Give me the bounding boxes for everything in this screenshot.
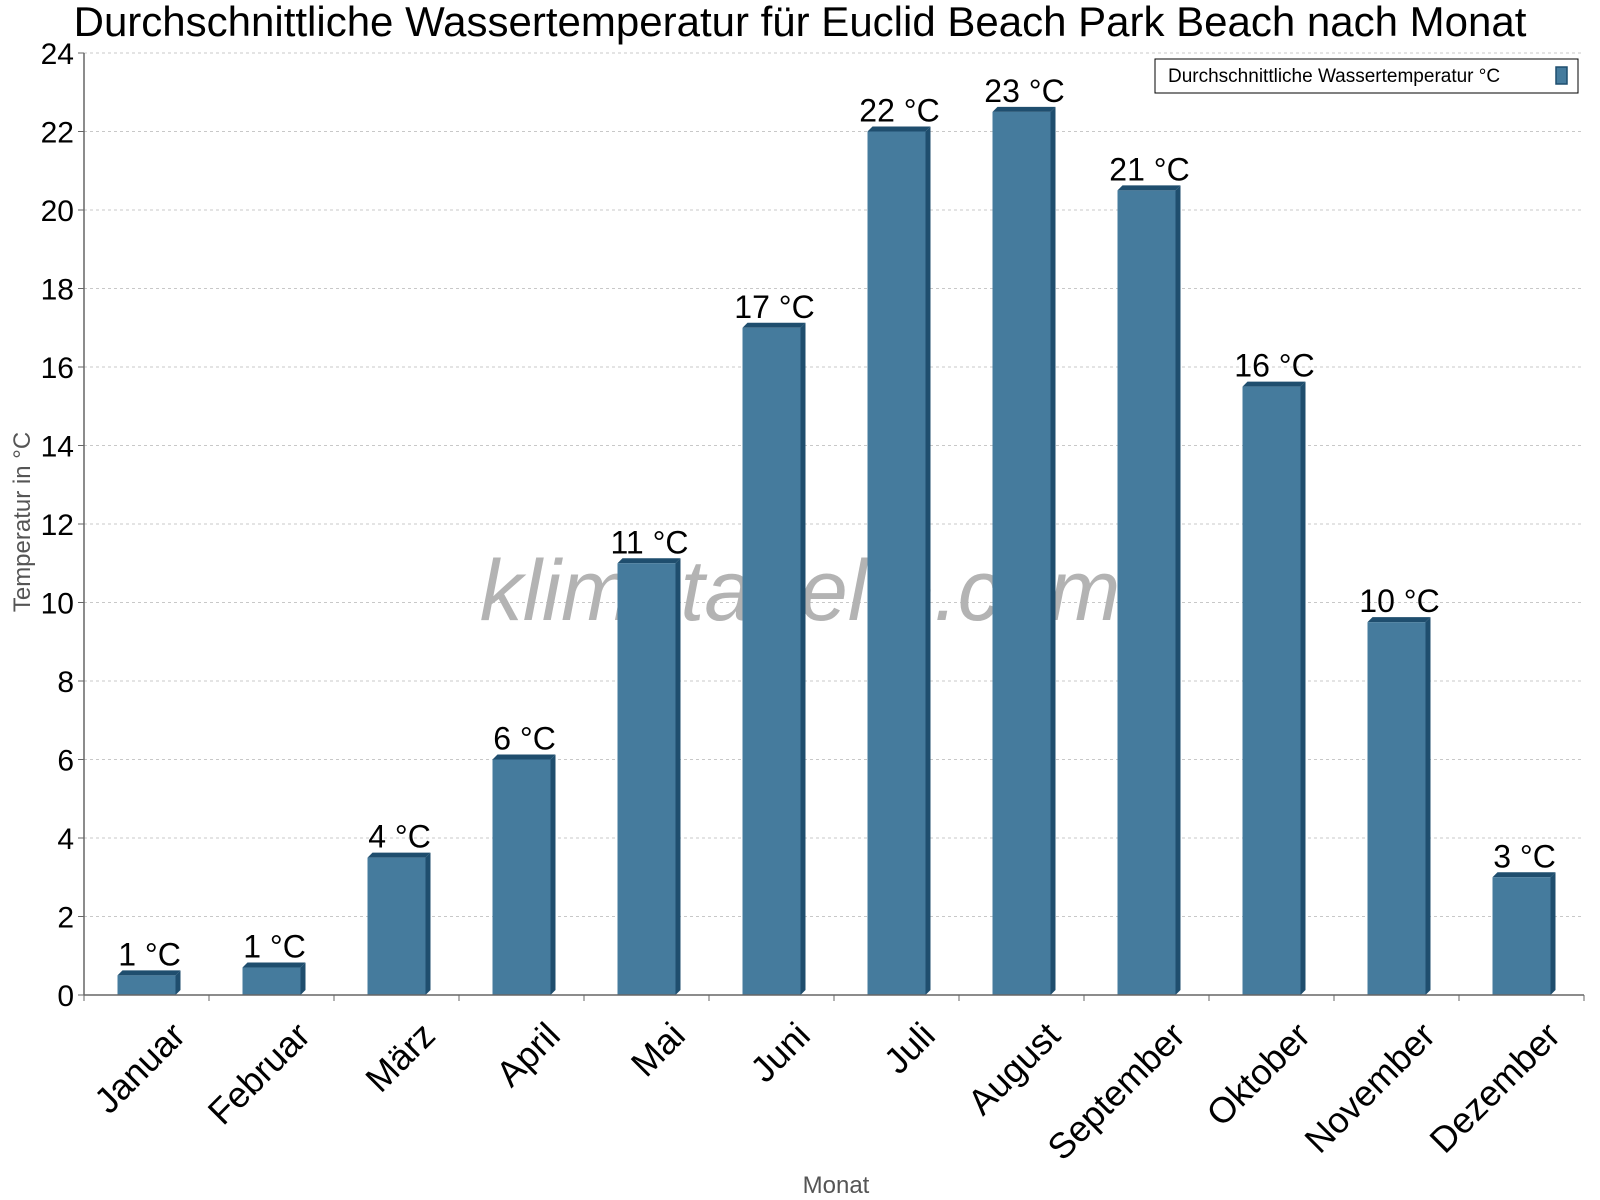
x-category-label: März	[357, 1014, 443, 1100]
chart-title: Durchschnittliche Wassertemperatur für E…	[74, 0, 1527, 45]
bar-front	[992, 111, 1051, 995]
x-axis-label: Monat	[803, 1172, 870, 1199]
y-tick-label: 8	[57, 666, 74, 699]
bar	[617, 558, 681, 995]
bar-front	[617, 563, 676, 995]
data-labels: 1 °C 1 °C 4 °C 6 °C 11 °C 17 °C 22 °C 23 °C 21 °…	[118, 73, 1556, 973]
bar-side	[550, 754, 556, 995]
data-label: 17 °C	[734, 289, 814, 325]
y-tick-label: 20	[41, 195, 74, 228]
bar-top	[1492, 872, 1556, 878]
x-category-label: Mai	[623, 1014, 693, 1084]
x-category-label: Dezember	[1421, 1014, 1567, 1160]
data-label: 21 °C	[1109, 151, 1189, 187]
x-category-label: August	[960, 1014, 1068, 1122]
y-tick-label: 16	[41, 352, 74, 385]
x-category-label: Oktober	[1198, 1014, 1318, 1134]
x-category-label: November	[1296, 1014, 1442, 1160]
bar-top	[1117, 185, 1181, 191]
bar-top	[992, 106, 1056, 112]
data-label: 6 °C	[493, 721, 556, 757]
bar	[117, 970, 181, 995]
x-category-label: Juni	[742, 1014, 818, 1090]
data-label: 1 °C	[243, 929, 306, 965]
bar-side	[425, 852, 431, 995]
bar	[1242, 381, 1306, 995]
legend-swatch	[1555, 66, 1568, 85]
bar-side	[925, 126, 931, 995]
bar-top	[867, 126, 931, 132]
bar	[492, 754, 556, 995]
y-axis-label: Temperatur in °C	[9, 432, 36, 612]
bar	[1117, 185, 1181, 995]
grid-lines	[84, 52, 1584, 917]
bar-side	[300, 962, 306, 995]
bar-front	[242, 967, 301, 995]
bar	[867, 126, 931, 995]
legend-box	[1154, 58, 1579, 94]
bar-front	[367, 857, 426, 995]
bar-side	[675, 558, 681, 995]
bar-front	[1492, 877, 1551, 995]
x-category-label: Januar	[86, 1014, 193, 1121]
data-label: 4 °C	[368, 819, 431, 855]
bar-top	[1242, 381, 1306, 387]
x-category-label: Februar	[200, 1014, 318, 1132]
y-tick-label: 18	[41, 274, 74, 307]
y-tick-label: 4	[57, 823, 74, 856]
bar-front	[867, 131, 926, 995]
y-tick-label: 2	[57, 902, 74, 935]
bar	[1492, 872, 1556, 995]
x-category-label: April	[488, 1014, 568, 1094]
bar	[367, 852, 431, 995]
bar-side	[1550, 872, 1556, 995]
x-category-label: Juli	[876, 1014, 943, 1081]
y-tick-label: 10	[41, 588, 74, 621]
data-label: 16 °C	[1234, 348, 1314, 384]
bar-front	[1242, 386, 1301, 995]
legend: Durchschnittliche Wassertemperatur °C	[1154, 58, 1579, 94]
bar-top	[117, 970, 181, 976]
data-label: 11 °C	[610, 524, 688, 560]
bar-side	[175, 970, 181, 995]
bar-front	[492, 759, 551, 995]
bar-top	[1367, 617, 1431, 623]
bar-top	[492, 754, 556, 760]
y-tick-label: 14	[41, 431, 74, 464]
bar-top	[617, 558, 681, 564]
y-tick-label: 6	[57, 745, 74, 778]
bars	[117, 106, 1556, 995]
x-category-label: September	[1039, 1014, 1193, 1168]
bar-front	[1117, 190, 1176, 995]
data-label: 3 °C	[1493, 838, 1556, 874]
bar-side	[1050, 106, 1056, 995]
bar-side	[1175, 185, 1181, 995]
legend-label: Durchschnittliche Wassertemperatur °C	[1168, 66, 1500, 87]
bar-top	[242, 962, 306, 968]
data-label: 1 °C	[118, 936, 181, 972]
bar	[742, 322, 806, 995]
bar	[992, 106, 1056, 995]
data-label: 22 °C	[859, 93, 939, 129]
y-tick-label: 22	[41, 117, 74, 150]
data-label: 23 °C	[984, 73, 1064, 109]
bar-side	[800, 322, 806, 995]
bar	[1367, 617, 1431, 995]
bar-top	[367, 852, 431, 858]
bar-front	[742, 327, 801, 995]
y-tick-label: 24	[41, 38, 74, 71]
bar-side	[1300, 381, 1306, 995]
axes	[78, 52, 1585, 1001]
data-label: 10 °C	[1359, 583, 1439, 619]
bar	[242, 962, 306, 995]
bar-side	[1425, 617, 1431, 995]
bar-top	[742, 322, 806, 328]
y-tick-label: 0	[57, 980, 74, 1013]
bar-front	[1367, 622, 1426, 995]
bar-front	[117, 975, 176, 995]
x-category-labels: Januar Februar März April Mai Juni Juli AugustS…	[86, 1014, 1568, 1168]
y-tick-label: 12	[41, 509, 74, 542]
